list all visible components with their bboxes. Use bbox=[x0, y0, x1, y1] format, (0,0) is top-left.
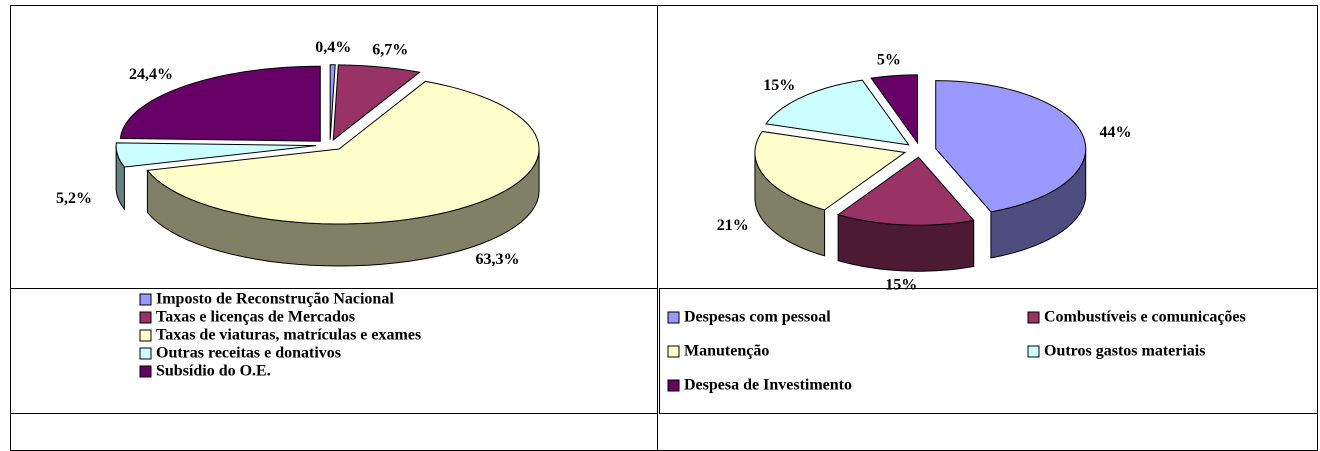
data-label: 44% bbox=[1099, 124, 1131, 141]
data-label: 15% bbox=[885, 276, 917, 293]
legend-swatch bbox=[139, 365, 152, 378]
legend-label: Taxas de viaturas, matrículas e exames bbox=[156, 327, 421, 344]
pie-slice bbox=[870, 74, 918, 145]
pie-slice bbox=[146, 80, 540, 225]
legend-swatch bbox=[1027, 345, 1040, 358]
data-label: 15% bbox=[763, 77, 795, 94]
data-label: 21% bbox=[717, 217, 749, 234]
legend-swatch bbox=[667, 379, 680, 392]
data-label: 6,7% bbox=[372, 42, 408, 59]
legend-swatch bbox=[667, 311, 680, 324]
pie-slice bbox=[329, 64, 336, 140]
legend-label: Outros gastos materiais bbox=[1044, 343, 1205, 360]
legend-swatch bbox=[667, 345, 680, 358]
legend-label: Subsídio do O.E. bbox=[156, 363, 271, 380]
legend-swatch bbox=[139, 293, 152, 306]
legend-label: Taxas e licenças de Mercados bbox=[156, 309, 355, 326]
legend-label: Combustíveis e comunicações bbox=[1044, 309, 1246, 326]
pie-slice bbox=[332, 64, 421, 141]
pie-slice bbox=[765, 79, 910, 146]
data-label: 5,2% bbox=[56, 190, 92, 207]
legend-swatch bbox=[139, 347, 152, 360]
pie-slice bbox=[836, 156, 975, 226]
data-label: 5% bbox=[877, 52, 901, 69]
legend-label: Despesa de Investimento bbox=[684, 377, 852, 394]
legend-label: Outras receitas e donativos bbox=[156, 345, 341, 362]
pie-slice bbox=[935, 80, 1087, 213]
data-label: 0,4% bbox=[315, 39, 351, 56]
pie-slice bbox=[115, 142, 317, 168]
legend-swatch bbox=[139, 311, 152, 324]
legend-label: Manutenção bbox=[684, 343, 769, 360]
pie-slice bbox=[119, 65, 321, 142]
right-legend-box bbox=[659, 288, 1318, 414]
data-label: 24,4% bbox=[129, 66, 173, 83]
legend-label: Imposto de Reconstrução Nacional bbox=[156, 291, 394, 308]
legend-swatch bbox=[1027, 311, 1040, 324]
pie-slice bbox=[754, 130, 907, 211]
data-label: 63,3% bbox=[476, 251, 520, 268]
legend-swatch bbox=[139, 329, 152, 342]
legend-label: Despesas com pessoal bbox=[684, 309, 831, 326]
